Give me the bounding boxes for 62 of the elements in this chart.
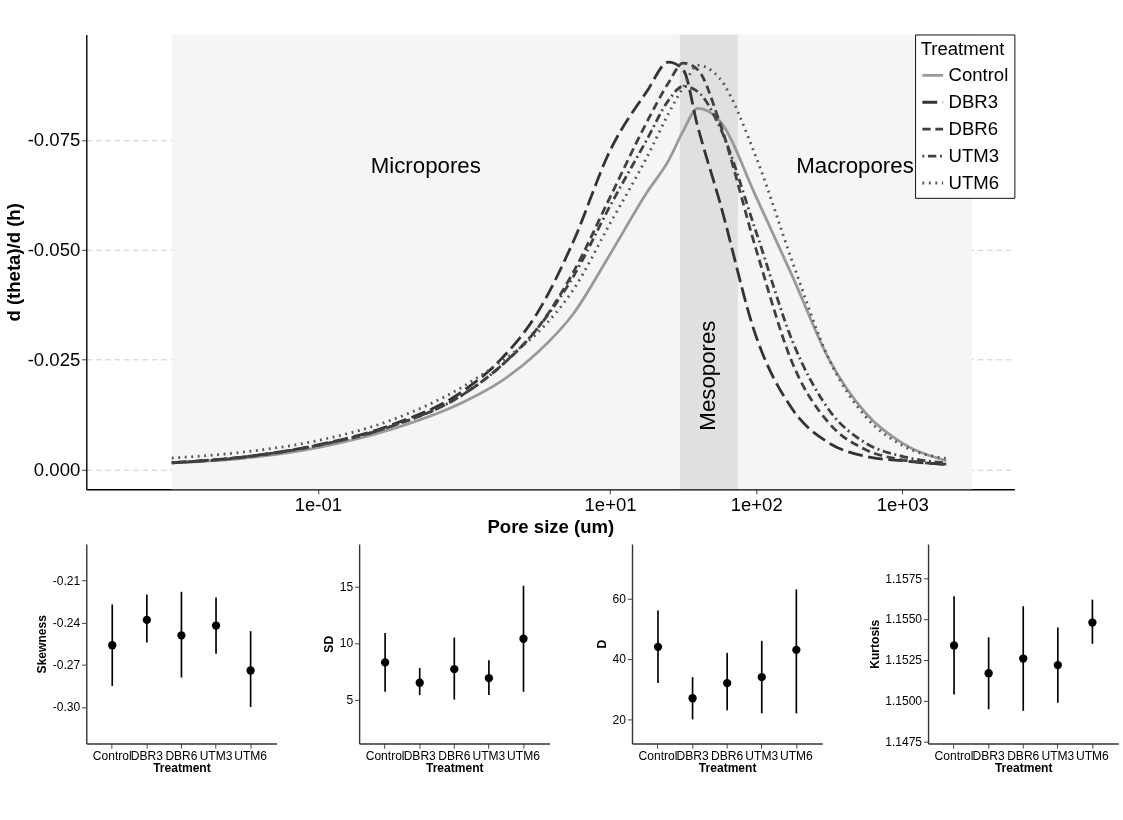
x-tick-label: UTM3 — [1041, 748, 1075, 763]
y-tick-label: 15 — [339, 580, 354, 595]
y-tick-label: 1.1550 — [885, 612, 923, 627]
legend-label: Control — [948, 63, 1009, 85]
y-tick-label: 10 — [339, 636, 354, 651]
x-tick-label: UTM3 — [472, 748, 506, 763]
y-tick-label: -0.025 — [27, 348, 81, 370]
x-tick-label: DBR6 — [1007, 748, 1040, 763]
y-axis-title: D — [595, 639, 610, 649]
x-tick-label: UTM6 — [1076, 748, 1110, 763]
legend-label: DBR6 — [948, 117, 998, 139]
y-axis-title: d (theta)/d (h) — [3, 203, 25, 322]
y-tick-label: 5 — [346, 692, 354, 707]
x-tick-label: DBR6 — [711, 748, 744, 763]
y-tick-label: -0.21 — [52, 573, 81, 588]
y-tick-label: -0.27 — [52, 658, 81, 673]
y-tick-label: 1.1475 — [885, 735, 923, 750]
y-tick-label: 20 — [612, 712, 627, 727]
y-tick-label: 1.1575 — [885, 571, 923, 586]
legend-title: Treatment — [920, 37, 1006, 59]
y-tick-label: -0.24 — [52, 615, 81, 630]
band-label: Macropores — [796, 152, 914, 178]
x-tick-label: 1e-01 — [294, 494, 343, 516]
x-tick-label: UTM3 — [745, 748, 779, 763]
y-axis-title: Skewness — [35, 614, 50, 674]
y-tick-label: 0.000 — [33, 458, 81, 480]
x-tick-label: 1e+02 — [730, 494, 783, 516]
x-tick-label: DBR3 — [676, 748, 709, 763]
x-axis-title: Treatment — [994, 760, 1053, 775]
x-axis-title: Treatment — [698, 760, 757, 775]
x-axis-title: Treatment — [425, 760, 484, 775]
band-label: Mesopores — [695, 320, 721, 431]
legend-label: UTM6 — [948, 171, 1000, 193]
x-tick-label: DBR3 — [403, 748, 437, 763]
y-axis-title: SD — [322, 635, 337, 653]
x-tick-label: DBR3 — [972, 748, 1005, 763]
y-tick-label: 40 — [612, 652, 627, 667]
x-tick-label: Control — [365, 748, 405, 763]
x-tick-label: Control — [934, 748, 974, 763]
x-tick-label: DBR6 — [165, 748, 198, 763]
x-tick-label: UTM3 — [199, 748, 233, 763]
y-tick-label: 1.1525 — [885, 653, 923, 668]
x-tick-label: 1e+01 — [584, 494, 637, 516]
y-tick-label: -0.050 — [27, 238, 81, 260]
y-tick-label: 60 — [612, 591, 627, 606]
y-axis-title: Kurtosis — [867, 619, 882, 669]
x-axis-title: Treatment — [153, 760, 211, 775]
legend-label: DBR3 — [948, 90, 998, 112]
x-tick-label: UTM6 — [507, 748, 541, 763]
y-tick-label: -0.075 — [27, 128, 81, 150]
y-tick-label: -0.30 — [52, 700, 81, 715]
x-tick-label: DBR6 — [438, 748, 471, 763]
x-tick-label: DBR3 — [130, 748, 164, 763]
x-tick-label: UTM6 — [234, 748, 268, 763]
x-axis-title: Pore size (um) — [487, 516, 615, 538]
x-tick-label: 1e+03 — [876, 494, 929, 516]
legend-label: UTM3 — [948, 144, 1000, 166]
x-tick-label: Control — [92, 748, 132, 763]
y-tick-label: 1.1500 — [885, 694, 923, 709]
x-tick-label: UTM6 — [779, 748, 814, 763]
band-label: Micropores — [370, 152, 481, 178]
x-tick-label: Control — [638, 748, 678, 763]
